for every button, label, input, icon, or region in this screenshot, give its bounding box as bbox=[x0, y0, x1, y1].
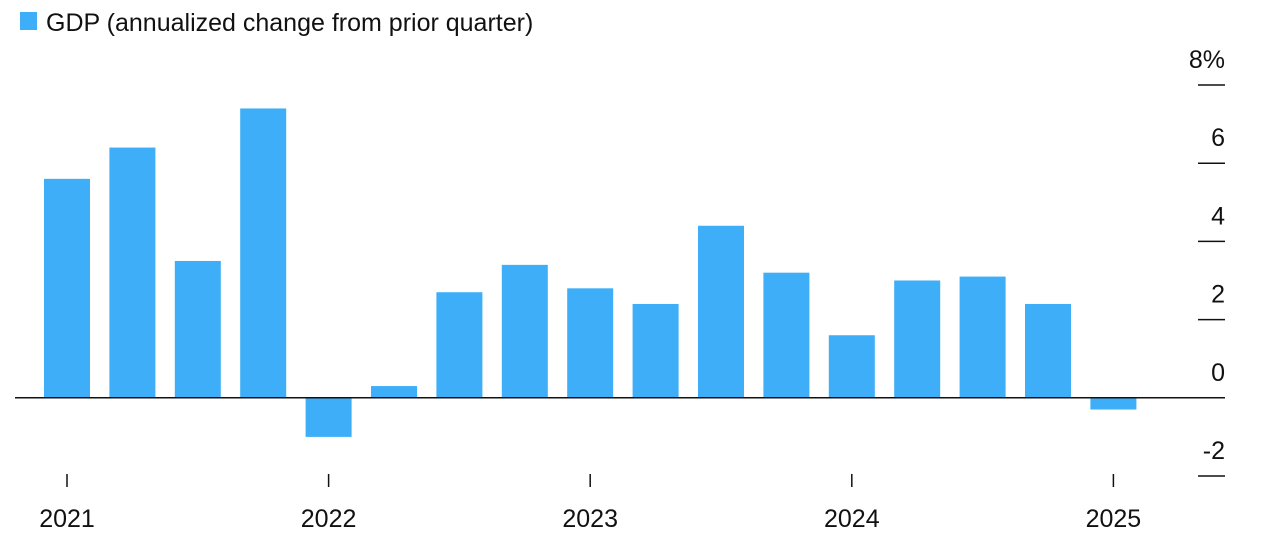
bar bbox=[436, 292, 483, 398]
y-tick-label: 8% bbox=[1189, 46, 1225, 74]
y-tick-label: 4 bbox=[1211, 202, 1225, 230]
bar bbox=[109, 147, 156, 398]
bar bbox=[1025, 303, 1071, 398]
y-tick-label: 0 bbox=[1211, 359, 1225, 387]
bar bbox=[959, 276, 1006, 398]
x-tick-label: 2022 bbox=[301, 505, 357, 533]
bar bbox=[371, 386, 417, 398]
y-tick-label: 6 bbox=[1211, 124, 1225, 152]
y-tick-label: 2 bbox=[1211, 281, 1225, 309]
legend-label: GDP (annualized change from prior quarte… bbox=[46, 9, 533, 37]
bar bbox=[632, 303, 679, 398]
x-tick-label: 2021 bbox=[39, 505, 95, 533]
bar bbox=[1090, 397, 1137, 410]
bar bbox=[698, 225, 744, 398]
bar bbox=[828, 335, 875, 398]
bar bbox=[305, 397, 352, 437]
bar bbox=[240, 108, 287, 398]
x-tick-label: 2025 bbox=[1086, 505, 1142, 533]
y-tick-label: -2 bbox=[1203, 437, 1225, 465]
legend-swatch bbox=[20, 12, 37, 30]
x-tick-label: 2024 bbox=[824, 505, 880, 533]
bar bbox=[501, 264, 548, 398]
x-tick-label: 2023 bbox=[562, 505, 618, 533]
bar bbox=[174, 260, 221, 398]
bar bbox=[763, 272, 810, 398]
bar bbox=[44, 178, 90, 398]
bar bbox=[894, 280, 941, 398]
bar bbox=[567, 288, 614, 398]
